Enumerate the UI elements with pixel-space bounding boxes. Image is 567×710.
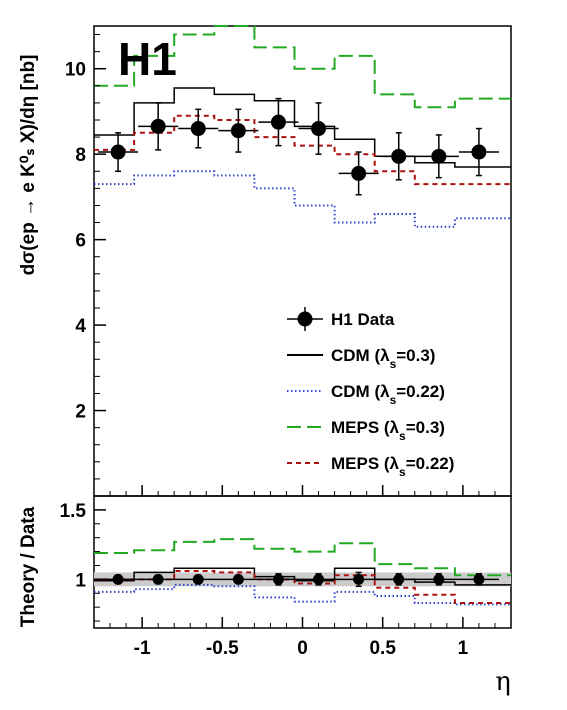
legend-entry: MEPS (λs=0.22)	[287, 454, 454, 479]
main-data-point	[298, 102, 339, 155]
experiment-label: H1	[118, 33, 177, 85]
x-tick-label: -0.5	[206, 638, 239, 659]
legend-label: MEPS (λs=0.3)	[331, 418, 445, 443]
x-tick-label: 1	[458, 638, 469, 659]
ratio-plot-frame	[93, 495, 512, 629]
main-data-points	[98, 97, 499, 196]
ratio-data-point	[218, 573, 259, 585]
main-panel: 2 4 6 8 10 H1 H1 Data CDM (λs=0.3) CDM (λs=0.2…	[18, 25, 512, 497]
main-data-point	[258, 97, 299, 147]
x-ticks: -1 -0.5 0 0.5 1	[93, 485, 512, 659]
x-tick-label: -1	[134, 638, 151, 659]
legend-label: H1 Data	[331, 310, 395, 329]
main-y-tick-label: 6	[75, 231, 86, 252]
main-y-tick-label: 8	[75, 145, 86, 166]
ratio-data-point	[178, 573, 219, 585]
ratio-y-tick-label: 1	[75, 570, 86, 591]
x-axis-label: η	[495, 667, 511, 697]
main-data-point	[178, 108, 219, 149]
main-y-ticks: 2 4 6 8 10	[65, 34, 106, 497]
main-y-tick-label: 2	[75, 402, 86, 423]
ratio-series-line	[94, 570, 511, 604]
legend: H1 Data CDM (λs=0.3) CDM (λs=0.22) MEPS (λs…	[287, 307, 454, 479]
ratio-data-point	[338, 571, 379, 588]
main-data-point	[138, 102, 179, 151]
ratio-y-tick-label: 1.5	[60, 501, 87, 522]
main-data-point	[458, 127, 499, 177]
ratio-series-line	[94, 583, 511, 606]
legend-entry: H1 Data	[287, 307, 395, 331]
main-series-line	[94, 114, 511, 186]
main-data-point	[338, 151, 379, 196]
main-data-point	[378, 132, 419, 181]
main-data-point	[418, 134, 459, 179]
legend-label: MEPS (λs=0.22)	[331, 454, 454, 479]
ratio-data-point	[258, 573, 299, 586]
main-y-tick-label: 10	[65, 60, 86, 81]
ratio-data-point	[138, 573, 179, 585]
legend-label: CDM (λs=0.22)	[331, 382, 445, 407]
ratio-theory-series	[94, 538, 511, 606]
main-series-line	[94, 87, 511, 168]
ratio-data-point	[418, 573, 459, 586]
main-data-point	[218, 108, 259, 153]
main-plot-frame	[93, 25, 512, 497]
ratio-data-point	[378, 573, 419, 586]
x-tick-label: 0.5	[369, 638, 396, 659]
ratio-y-axis-label: Theory / Data	[18, 506, 39, 627]
ratio-y-ticks: 11.5	[60, 501, 106, 622]
main-series-line	[94, 170, 511, 228]
legend-label: CDM (λs=0.3)	[331, 346, 435, 371]
main-series-line	[94, 25, 511, 109]
ratio-data-point	[298, 573, 339, 586]
ratio-data-point	[458, 573, 499, 586]
main-theory-series	[94, 25, 511, 228]
x-tick-label: 0	[297, 638, 308, 659]
ratio-series-line	[94, 538, 511, 577]
main-y-axis-label: dσ(ep → e K⁰ₛ X)/dη [nb]	[18, 55, 39, 276]
main-y-tick-label: 4	[75, 316, 86, 337]
legend-entry: CDM (λs=0.22)	[287, 382, 445, 407]
main-data-point	[98, 132, 139, 173]
legend-entry: MEPS (λs=0.3)	[287, 418, 445, 443]
ratio-panel: 11.5 -1 -0.5 0 0.5 1 Theory / Data η	[18, 485, 512, 697]
legend-entry: CDM (λs=0.3)	[287, 346, 435, 371]
ratio-data-points	[98, 571, 499, 588]
